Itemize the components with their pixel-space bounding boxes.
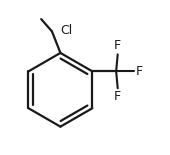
Text: Cl: Cl: [60, 24, 73, 37]
Text: F: F: [114, 40, 121, 52]
Text: F: F: [136, 65, 143, 78]
Text: F: F: [114, 90, 121, 103]
